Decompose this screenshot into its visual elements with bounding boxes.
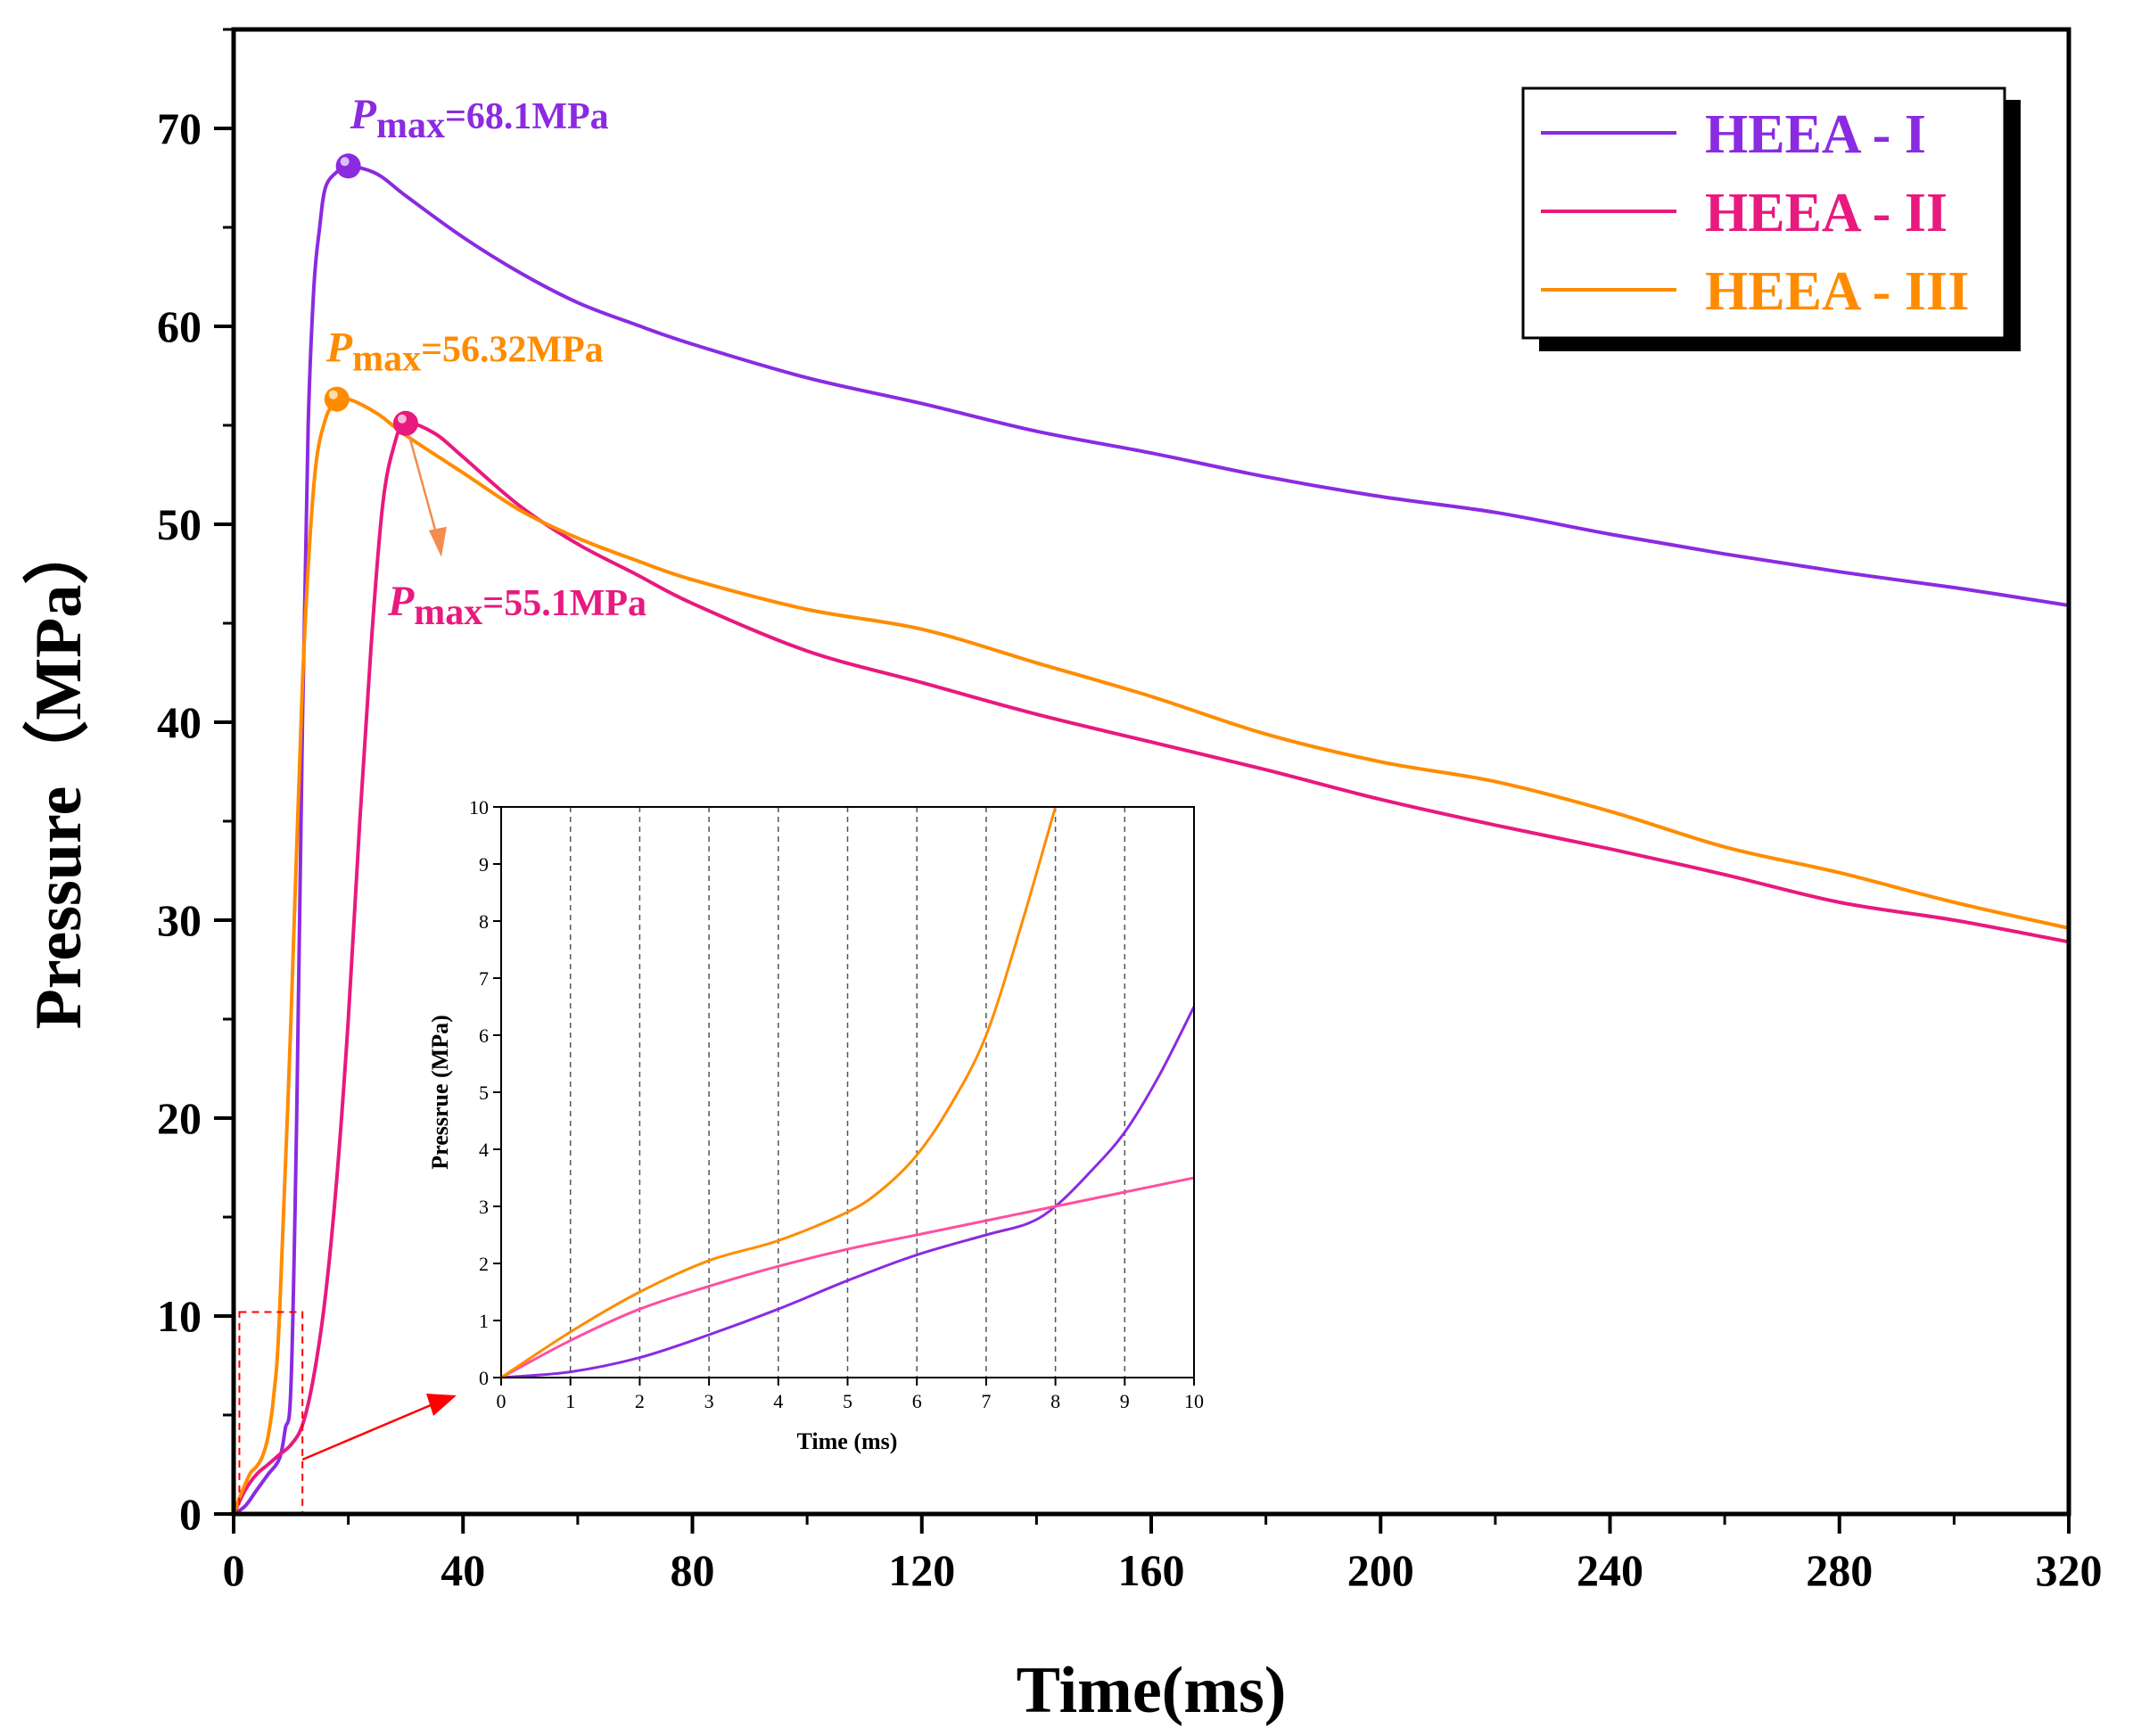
x-tick-label: 80 [671, 1545, 715, 1595]
inset-y-tick-label: 0 [479, 1367, 489, 1389]
series-line-2 [232, 421, 2070, 1515]
inset-plot: 0 1 2 3 4 5 6 7 8 9 10 0 1 2 3 4 5 6 7 8 9 10 Time (ms) Press… [427, 796, 1204, 1454]
x-tick-label: 40 [441, 1545, 485, 1595]
inset-y-tick-label: 9 [479, 853, 489, 876]
inset-x-tick-label: 2 [635, 1390, 645, 1412]
y-axis-title: Pressure（MPa） [22, 519, 95, 1030]
peak-annotation-label: Pmax=68.1MPa [350, 91, 609, 146]
x-tick-label: 240 [1577, 1545, 1643, 1595]
inset-gridlines [569, 807, 1126, 1378]
inset-x-tick-label: 7 [981, 1390, 991, 1412]
x-tick-label: 280 [1806, 1545, 1873, 1595]
peak-marker-highlight [397, 414, 407, 424]
inset-y-tick-label: 2 [479, 1253, 489, 1275]
inset-series-line-1 [501, 1006, 1194, 1378]
peak-annotation-label: Pmax=55.1MPa [387, 578, 646, 633]
peak-marker-highlight [328, 390, 338, 399]
zoom-arrow-head [426, 1394, 457, 1416]
inset-y-tick-label: 6 [479, 1024, 489, 1047]
inset-y-tick-label: 8 [479, 910, 489, 933]
inset-y-tick-label: 10 [469, 796, 489, 819]
series-line-1 [232, 164, 2070, 1516]
legend-label: HEEA - I [1705, 104, 1926, 165]
x-tick-label: 200 [1347, 1545, 1414, 1595]
inset-y-tick-label: 4 [479, 1139, 489, 1161]
y-tick-label: 50 [157, 499, 202, 549]
main-series-lines [232, 164, 2070, 1516]
y-tick-label: 30 [157, 895, 202, 945]
inset-x-tick-label: 10 [1184, 1390, 1204, 1412]
y-tick-label: 20 [157, 1093, 202, 1143]
zoom-indicator [238, 1311, 457, 1516]
inset-series-line-2 [501, 1176, 1194, 1378]
peak-marker [335, 153, 361, 179]
annotation-arrow-head [428, 526, 447, 557]
inset-x-tick-label: 9 [1120, 1390, 1130, 1412]
y-tick-label: 70 [157, 103, 202, 153]
x-tick-label: 320 [2036, 1545, 2103, 1595]
x-axis-title: Time(ms) [1017, 1654, 1287, 1727]
inset-y-tick-label: 7 [479, 967, 489, 990]
zoom-arrow-line [301, 1401, 438, 1461]
inset-x-axis-title: Time (ms) [797, 1428, 898, 1454]
peak-annotation-label: Pmax=56.32MPa [325, 325, 604, 380]
inset-series-line-3 [501, 807, 1058, 1378]
inset-x-tick-label: 3 [704, 1390, 714, 1412]
y-tick-label: 60 [157, 301, 202, 351]
legend: HEEA - I HEEA - II HEEA - III [1521, 86, 2021, 351]
inset-x-tick-label: 8 [1050, 1390, 1060, 1412]
peak-marker-highlight [340, 157, 350, 167]
inset-x-tick-label: 0 [497, 1390, 506, 1412]
x-tick-label: 0 [223, 1545, 245, 1595]
y-tick-label: 40 [157, 697, 202, 747]
inset-x-tick-label: 5 [843, 1390, 852, 1412]
legend-label: HEEA - II [1705, 183, 1948, 243]
inset-x-tick-label: 1 [565, 1390, 575, 1412]
zoom-box [238, 1311, 304, 1516]
inset-y-tick-label: 5 [479, 1082, 489, 1104]
x-tick-label: 160 [1118, 1545, 1185, 1595]
annotation-arrow-line [408, 435, 440, 540]
legend-label: HEEA - III [1705, 261, 1969, 322]
inset-y-tick-label: 3 [479, 1196, 489, 1218]
peak-annotations: Pmax=68.1MPa Pmax=56.32MPa Pmax=55.1MPa [324, 91, 646, 633]
inset-x-tick-label: 4 [773, 1390, 783, 1412]
legend-box [1521, 86, 2006, 340]
series-line-3 [232, 397, 2070, 1515]
x-tick-label: 120 [888, 1545, 955, 1595]
inset-x-tick-label: 6 [912, 1390, 922, 1412]
peak-marker [392, 410, 418, 436]
y-tick-label: 10 [157, 1291, 202, 1341]
inset-ticks: 0 1 2 3 4 5 6 7 8 9 10 0 1 2 3 4 5 6 7 8 9 10 [469, 796, 1204, 1412]
peak-marker [324, 386, 350, 412]
inset-series-lines [501, 807, 1194, 1378]
y-tick-label: 0 [179, 1489, 202, 1539]
inset-y-axis-title: Pressrue (MPa) [427, 1015, 453, 1170]
inset-y-tick-label: 1 [479, 1310, 489, 1332]
